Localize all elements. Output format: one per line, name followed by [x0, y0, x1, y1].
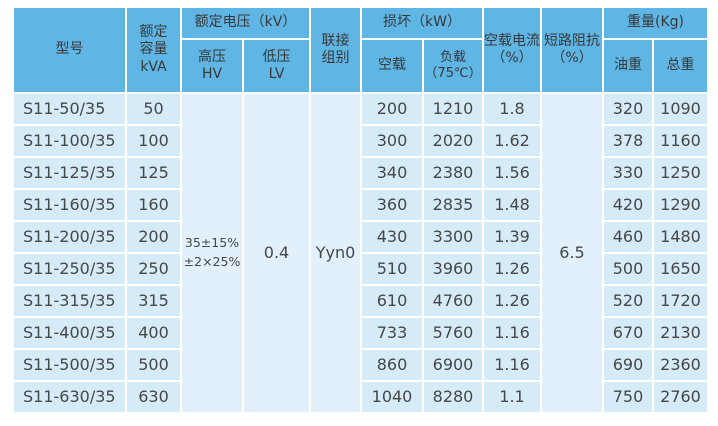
- cell-no-load-current: 1.26: [484, 254, 540, 284]
- header-on-load-loss: 负载 （75℃）: [424, 40, 482, 92]
- header-no-load-current: 空载电流 （%）: [484, 8, 540, 92]
- cell-on-load-loss: 8280: [424, 382, 482, 412]
- cell-model: S11-250/35: [14, 254, 125, 284]
- cell-on-load-loss: 3960: [424, 254, 482, 284]
- cell-oil-weight: 320: [604, 94, 652, 124]
- cell-no-load-current: 1.16: [484, 350, 540, 380]
- cell-model: S11-50/35: [14, 94, 125, 124]
- cell-no-load-loss: 610: [362, 286, 422, 316]
- cell-oil-weight: 460: [604, 222, 652, 252]
- header-low-voltage: 低压 LV: [244, 40, 309, 92]
- cell-on-load-loss: 5760: [424, 318, 482, 348]
- cell-no-load-loss: 1040: [362, 382, 422, 412]
- cell-no-load-loss: 430: [362, 222, 422, 252]
- merged-connection-value: Yyn0: [311, 94, 360, 412]
- header-total-weight: 总重: [654, 40, 707, 92]
- cell-on-load-loss: 2380: [424, 158, 482, 188]
- cell-capacity: 400: [127, 318, 180, 348]
- cell-no-load-current: 1.8: [484, 94, 540, 124]
- cell-oil-weight: 500: [604, 254, 652, 284]
- cell-oil-weight: 670: [604, 318, 652, 348]
- header-rated-voltage: 额定电压（kV）: [182, 8, 309, 38]
- merged-impedance-value: 6.5: [542, 94, 602, 412]
- cell-total-weight: 1090: [654, 94, 707, 124]
- cell-oil-weight: 750: [604, 382, 652, 412]
- cell-oil-weight: 420: [604, 190, 652, 220]
- cell-total-weight: 1650: [654, 254, 707, 284]
- cell-total-weight: 2130: [654, 318, 707, 348]
- cell-total-weight: 1480: [654, 222, 707, 252]
- cell-model: S11-200/35: [14, 222, 125, 252]
- cell-total-weight: 1250: [654, 158, 707, 188]
- header-short-circuit-impedance: 短路阻抗 （%）: [542, 8, 602, 92]
- cell-on-load-loss: 2835: [424, 190, 482, 220]
- cell-no-load-current: 1.1: [484, 382, 540, 412]
- cell-on-load-loss: 6900: [424, 350, 482, 380]
- cell-no-load-loss: 860: [362, 350, 422, 380]
- cell-capacity: 200: [127, 222, 180, 252]
- cell-total-weight: 1160: [654, 126, 707, 156]
- header-connection-group: 联接 组别: [311, 8, 360, 92]
- cell-capacity: 500: [127, 350, 180, 380]
- cell-capacity: 50: [127, 94, 180, 124]
- header-oil-weight: 油重: [604, 40, 652, 92]
- cell-model: S11-315/35: [14, 286, 125, 316]
- cell-total-weight: 2760: [654, 382, 707, 412]
- header-rated-capacity: 额定 容量 kVA: [127, 8, 180, 92]
- cell-model: S11-630/35: [14, 382, 125, 412]
- cell-no-load-loss: 300: [362, 126, 422, 156]
- cell-no-load-current: 1.16: [484, 318, 540, 348]
- cell-no-load-current: 1.56: [484, 158, 540, 188]
- cell-no-load-loss: 340: [362, 158, 422, 188]
- cell-no-load-current: 1.26: [484, 286, 540, 316]
- cell-capacity: 125: [127, 158, 180, 188]
- cell-no-load-loss: 360: [362, 190, 422, 220]
- cell-no-load-current: 1.39: [484, 222, 540, 252]
- cell-capacity: 250: [127, 254, 180, 284]
- header-loss: 损坏（kW）: [362, 8, 482, 38]
- merged-lv-value: 0.4: [244, 94, 309, 412]
- cell-model: S11-100/35: [14, 126, 125, 156]
- header-weight: 重量(Kg): [604, 8, 707, 38]
- cell-capacity: 630: [127, 382, 180, 412]
- cell-model: S11-400/35: [14, 318, 125, 348]
- cell-total-weight: 2360: [654, 350, 707, 380]
- cell-no-load-loss: 200: [362, 94, 422, 124]
- cell-on-load-loss: 1210: [424, 94, 482, 124]
- header-high-voltage: 高压 HV: [182, 40, 242, 92]
- cell-capacity: 160: [127, 190, 180, 220]
- cell-oil-weight: 330: [604, 158, 652, 188]
- cell-capacity: 100: [127, 126, 180, 156]
- cell-on-load-loss: 2020: [424, 126, 482, 156]
- cell-total-weight: 1290: [654, 190, 707, 220]
- merged-hv-value: 35±15% ±2×25%: [182, 94, 242, 412]
- cell-model: S11-160/35: [14, 190, 125, 220]
- cell-total-weight: 1720: [654, 286, 707, 316]
- cell-oil-weight: 378: [604, 126, 652, 156]
- cell-oil-weight: 520: [604, 286, 652, 316]
- cell-no-load-loss: 510: [362, 254, 422, 284]
- cell-oil-weight: 690: [604, 350, 652, 380]
- cell-capacity: 315: [127, 286, 180, 316]
- cell-on-load-loss: 4760: [424, 286, 482, 316]
- cell-no-load-current: 1.62: [484, 126, 540, 156]
- header-no-load-loss: 空载: [362, 40, 422, 92]
- header-model: 型号: [14, 8, 125, 92]
- cell-on-load-loss: 3300: [424, 222, 482, 252]
- cell-model: S11-500/35: [14, 350, 125, 380]
- cell-no-load-current: 1.48: [484, 190, 540, 220]
- transformer-spec-table: 型号 额定 容量 kVA 额定电压（kV） 高压 HV 低压 LV 联接 组别 …: [14, 8, 707, 412]
- cell-no-load-loss: 733: [362, 318, 422, 348]
- cell-model: S11-125/35: [14, 158, 125, 188]
